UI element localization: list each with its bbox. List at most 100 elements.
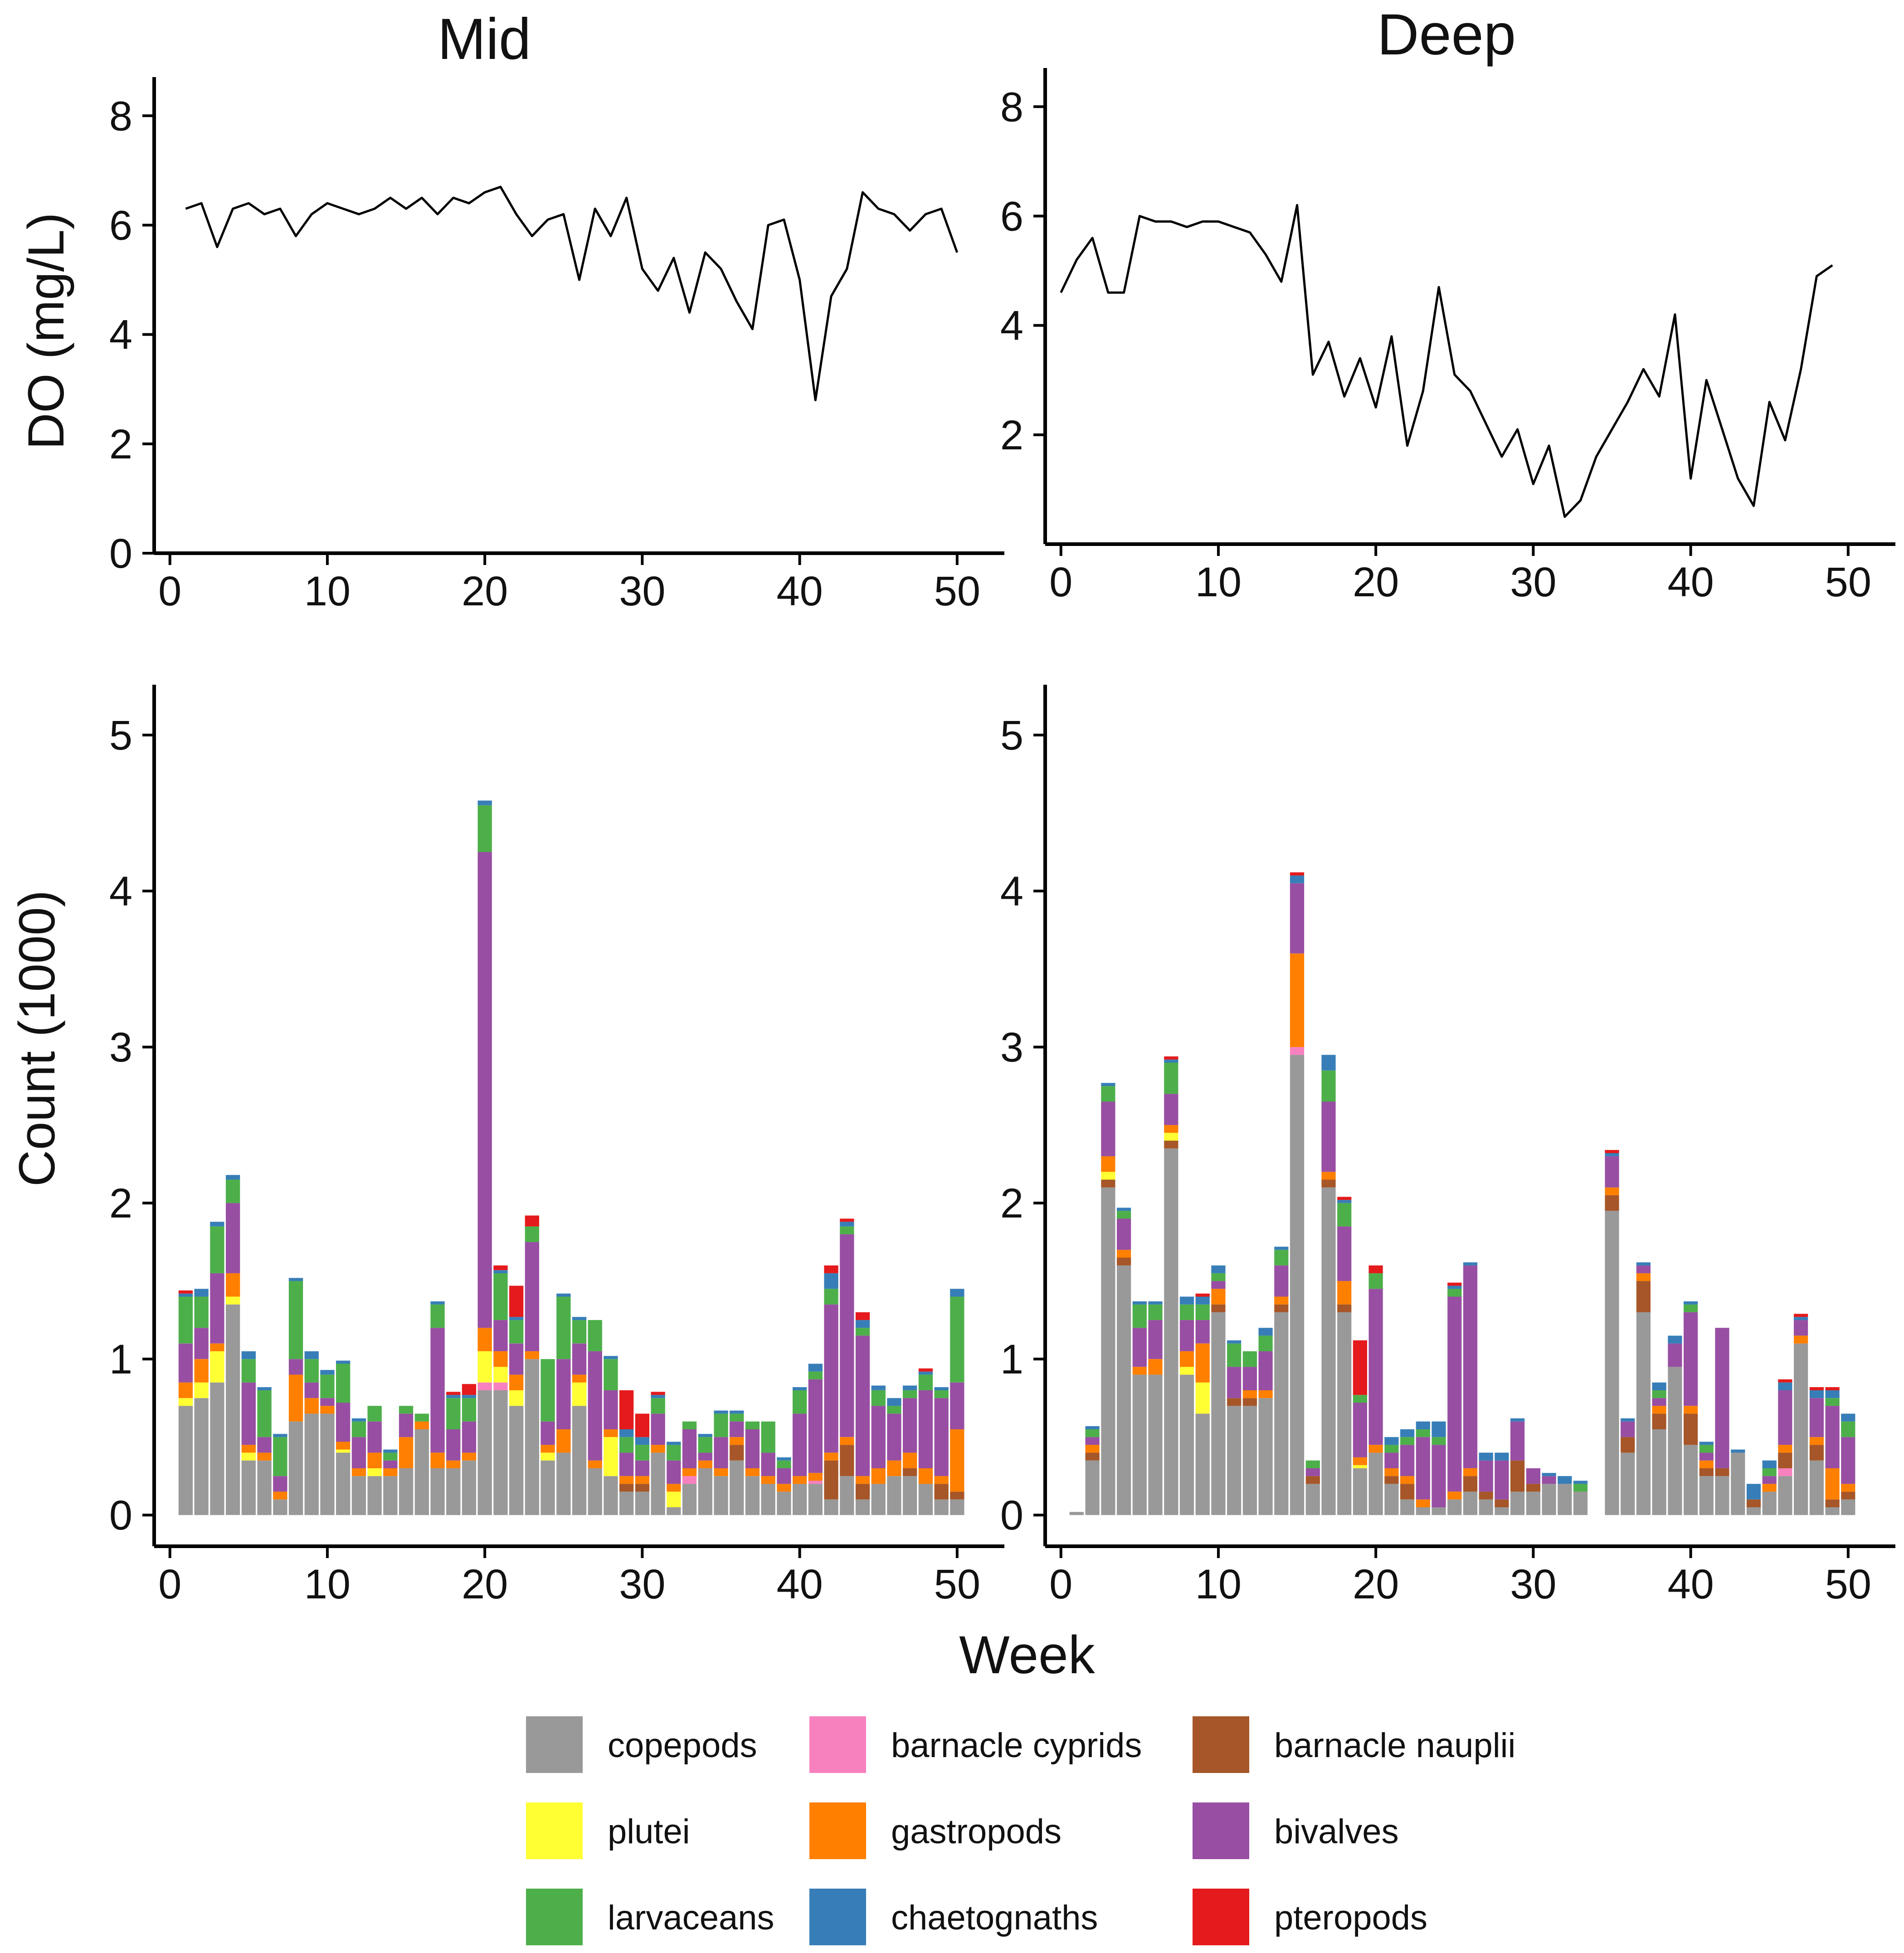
count-deep-bar-49-gastropods [1825,1468,1840,1500]
count-mid-bar-19-chaetognaths [462,1395,477,1398]
count-deep-bar-4-bivalves [1117,1218,1131,1250]
count-mid-bar-19-copepods [462,1460,477,1515]
count-mid-bar-46-gastropods [887,1460,901,1476]
count-mid-bar-3-chaetognaths [210,1222,224,1227]
do-y-axis-title: DO (mg/L) [18,213,74,450]
count-deep-bar-40-gastropods [1684,1406,1698,1414]
count-deep-bar-22-chaetognaths [1400,1429,1415,1437]
count-deep-bar-18-bivalves [1337,1226,1352,1281]
count-deep-bar-6-copepods [1148,1374,1163,1515]
count-mid-bar-5-plutei [241,1452,256,1461]
count-mid-bar-32-gastropods [667,1484,681,1492]
count-mid-bar-30-bivalves [635,1460,650,1476]
count-deep-bar-2-copepods [1085,1460,1100,1515]
count-deep-bar-37-copepods [1636,1312,1651,1515]
count-deep-bar-21-chaetognaths [1384,1437,1399,1445]
count-mid-bar-12-larvaceans [351,1421,366,1437]
count-deep-x-tick-label-30: 30 [1510,1561,1556,1607]
count-mid-bar-34-copepods [698,1468,712,1515]
count-mid-bar-35-copepods [714,1476,728,1515]
count-mid-bar-11-plutei [336,1449,351,1453]
count-deep-x-tick-label-0: 0 [1049,1561,1072,1607]
do-deep-series-line [1060,204,1833,518]
count-mid-bar-8-larvaceans [288,1281,303,1359]
count-mid-bar-30-pteropods [635,1413,650,1437]
count-mid-bar-47-copepods [903,1476,917,1515]
count-mid-bar-31-copepods [651,1452,665,1515]
count-deep-bar-40-barnacle-nauplii [1684,1413,1698,1445]
count-mid-bar-33-bivalves [682,1429,697,1468]
count-mid-bar-39-larvaceans [777,1460,791,1468]
count-mid-bar-34-larvaceans [698,1437,712,1453]
count-mid-bar-46-bivalves [887,1413,901,1461]
count-mid-bar-29-bivalves [619,1452,634,1476]
count-mid-bar-9-gastropods [304,1398,319,1414]
count-mid-bar-11-gastropods [336,1442,351,1450]
count-deep-bar-48-barnacle-nauplii [1809,1445,1824,1461]
count-mid-bar-17-bivalves [430,1328,445,1453]
count-mid-bar-22-chaetognaths [509,1317,524,1320]
count-deep-bar-48-chaetognaths [1809,1390,1824,1398]
count-deep-bar-13-bivalves [1258,1351,1273,1390]
count-mid-bar-17-chaetognaths [430,1301,445,1305]
count-mid-bar-4-bivalves [226,1203,240,1273]
count-mid-bar-28-chaetognaths [604,1356,618,1359]
count-mid-bar-24-larvaceans [541,1359,555,1422]
count-mid-bar-14-copepods [383,1476,398,1515]
count-deep-bar-15-gastropods [1290,953,1305,1047]
count-deep-bar-29-bivalves [1510,1421,1525,1461]
do-mid-x-tick-label-50: 50 [934,568,980,614]
count-mid-bar-40-bivalves [793,1413,807,1476]
count-deep-bar-7-pteropods [1164,1056,1178,1060]
count-deep-bar-50-chaetognaths [1841,1413,1855,1422]
count-mid-bar-21-copepods [493,1390,508,1515]
count-mid-bar-47-barnacle-nauplii [903,1468,917,1476]
count-deep-y-tick-label-3: 3 [1000,1024,1023,1071]
count-mid-bar-44-gastropods [855,1476,870,1484]
count-deep-bar-31-bivalves [1542,1476,1556,1484]
count-mid-bar-24-gastropods [541,1445,555,1453]
count-deep-bar-45-larvaceans [1762,1468,1777,1476]
count-mid-bar-39-chaetognaths [777,1457,791,1461]
count-mid-bar-15-bivalves [399,1413,414,1437]
count-deep-y-tick-label-1: 1 [1000,1336,1023,1383]
count-mid-bar-23-larvaceans [525,1226,539,1242]
count-deep-bar-14-gastropods [1274,1296,1289,1305]
count-mid-bar-29-pteropods [619,1390,634,1429]
count-mid-bar-41-larvaceans [808,1371,823,1379]
count-deep-bar-12-copepods [1242,1406,1257,1515]
count-mid-bar-21-larvaceans [493,1273,508,1320]
count-mid-bar-16-larvaceans [414,1413,429,1422]
count-mid-bar-46-larvaceans [887,1406,901,1414]
count-deep-bar-43-chaetognaths [1731,1449,1745,1453]
count-deep-bar-20-gastropods [1368,1445,1383,1453]
count-deep-bar-13-chaetognaths [1258,1328,1273,1336]
count-deep-bar-9-pteropods [1195,1293,1210,1297]
count-deep-bar-19-bivalves [1353,1403,1367,1457]
count-mid-bar-34-gastropods [698,1460,712,1468]
count-deep-bar-11-bivalves [1227,1367,1242,1398]
count-deep-bar-18-chaetognaths [1337,1200,1352,1203]
count-deep-bar-44-barnacle-nauplii [1746,1499,1761,1507]
legend-swatch-larvaceans [526,1889,583,1945]
legend-label-pteropods: pteropods [1274,1899,1427,1937]
count-mid-bar-28-plutei [604,1437,618,1476]
count-mid-bar-36-copepods [730,1460,744,1515]
count-deep-bar-2-chaetognaths [1085,1426,1100,1429]
count-deep-bar-8-plutei [1179,1367,1194,1375]
count-mid-bar-43-gastropods [840,1437,854,1445]
mid-panel-title: Mid [438,7,531,72]
count-deep-bar-42-copepods [1715,1476,1729,1515]
count-deep-bar-35-pteropods [1605,1150,1619,1153]
count-mid-bar-14-chaetognaths [383,1449,398,1453]
count-mid-bar-19-bivalves [462,1421,477,1453]
count-mid-bar-24-bivalves [541,1421,555,1445]
count-mid-bar-15-copepods [399,1468,414,1515]
count-mid-bar-36-bivalves [730,1421,744,1437]
count-deep-bar-6-bivalves [1148,1320,1163,1359]
count-mid-bar-18-bivalves [446,1429,461,1461]
count-mid-bar-13-gastropods [367,1452,382,1468]
count-mid-bar-44-chaetognaths [855,1320,870,1328]
count-deep-bar-9-larvaceans [1195,1304,1210,1320]
